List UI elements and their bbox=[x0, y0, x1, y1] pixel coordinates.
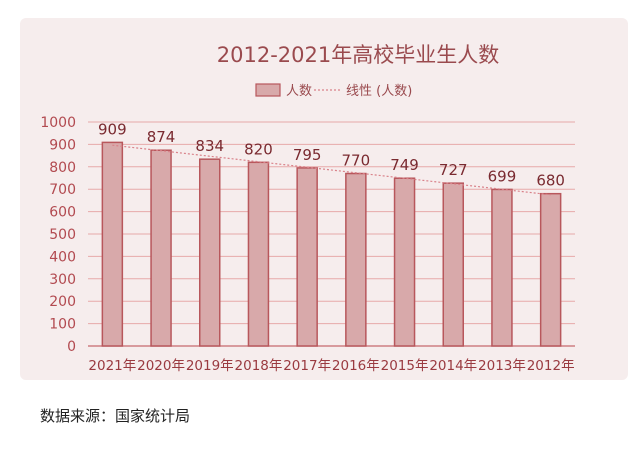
bar bbox=[345, 172, 367, 347]
bar bbox=[491, 188, 513, 347]
x-tick-label: 2012年 bbox=[527, 358, 575, 374]
data-label: 699 bbox=[488, 167, 517, 185]
y-tick-label: 200 bbox=[49, 294, 76, 310]
y-tick-label: 300 bbox=[49, 272, 76, 288]
data-labels: 909 874 834 820 795 770 749 727 699 680 bbox=[98, 120, 565, 189]
y-tick-label: 400 bbox=[49, 249, 76, 265]
data-label: 770 bbox=[342, 152, 371, 170]
linear-trendline bbox=[112, 144, 551, 196]
legend-bar-swatch bbox=[255, 83, 281, 97]
chart-title: 2012-2021年高校毕业生人数 bbox=[217, 43, 499, 67]
y-tick-label: 0 bbox=[67, 339, 76, 355]
legend-trend-label: 线性 (人数) bbox=[346, 84, 412, 99]
data-label: 727 bbox=[439, 161, 468, 179]
bar bbox=[247, 161, 270, 347]
y-tick-label: 700 bbox=[49, 182, 76, 198]
y-tick-label: 800 bbox=[49, 160, 76, 176]
x-tick-label: 2021年 bbox=[88, 358, 136, 374]
bar bbox=[393, 177, 416, 347]
bar bbox=[296, 167, 318, 347]
data-label: 680 bbox=[536, 172, 565, 190]
bars bbox=[101, 141, 562, 347]
bar bbox=[101, 141, 124, 347]
bar bbox=[150, 149, 172, 347]
bar bbox=[442, 182, 464, 347]
trendline bbox=[112, 144, 551, 196]
x-tick-label: 2016年 bbox=[332, 358, 380, 374]
x-tick-label: 2019年 bbox=[186, 358, 234, 374]
y-tick-label: 500 bbox=[49, 227, 76, 243]
data-source-note: 数据来源：国家统计局 bbox=[40, 407, 191, 425]
y-tick-label: 900 bbox=[49, 137, 76, 153]
y-tick-label: 600 bbox=[49, 205, 76, 221]
data-label: 834 bbox=[195, 137, 224, 155]
data-label: 749 bbox=[390, 156, 419, 174]
x-tick-label: 2015年 bbox=[381, 358, 429, 374]
data-label: 820 bbox=[244, 140, 273, 158]
legend-bar-label: 人数 bbox=[286, 84, 312, 99]
legend: 人数 线性 (人数) bbox=[255, 83, 412, 99]
x-tick-label: 2018年 bbox=[235, 358, 283, 374]
x-tick-label: 2020年 bbox=[137, 358, 185, 374]
bar bbox=[199, 158, 221, 347]
data-label: 874 bbox=[147, 128, 176, 146]
y-tick-label: 1000 bbox=[40, 115, 76, 131]
y-axis-ticks: 0 100 200 300 400 500 600 700 800 900 1000 bbox=[40, 115, 76, 355]
x-tick-label: 2017年 bbox=[283, 358, 331, 374]
y-tick-label: 100 bbox=[49, 317, 76, 333]
bar bbox=[539, 192, 562, 347]
chart-panel bbox=[20, 18, 628, 380]
x-tick-label: 2013年 bbox=[478, 358, 526, 374]
x-axis-labels: 2021年 2020年 2019年 2018年 2017年 2016年 2015年 2014年… bbox=[88, 358, 574, 374]
data-label: 909 bbox=[98, 120, 127, 138]
data-label: 795 bbox=[293, 146, 322, 164]
x-tick-label: 2014年 bbox=[429, 358, 477, 374]
